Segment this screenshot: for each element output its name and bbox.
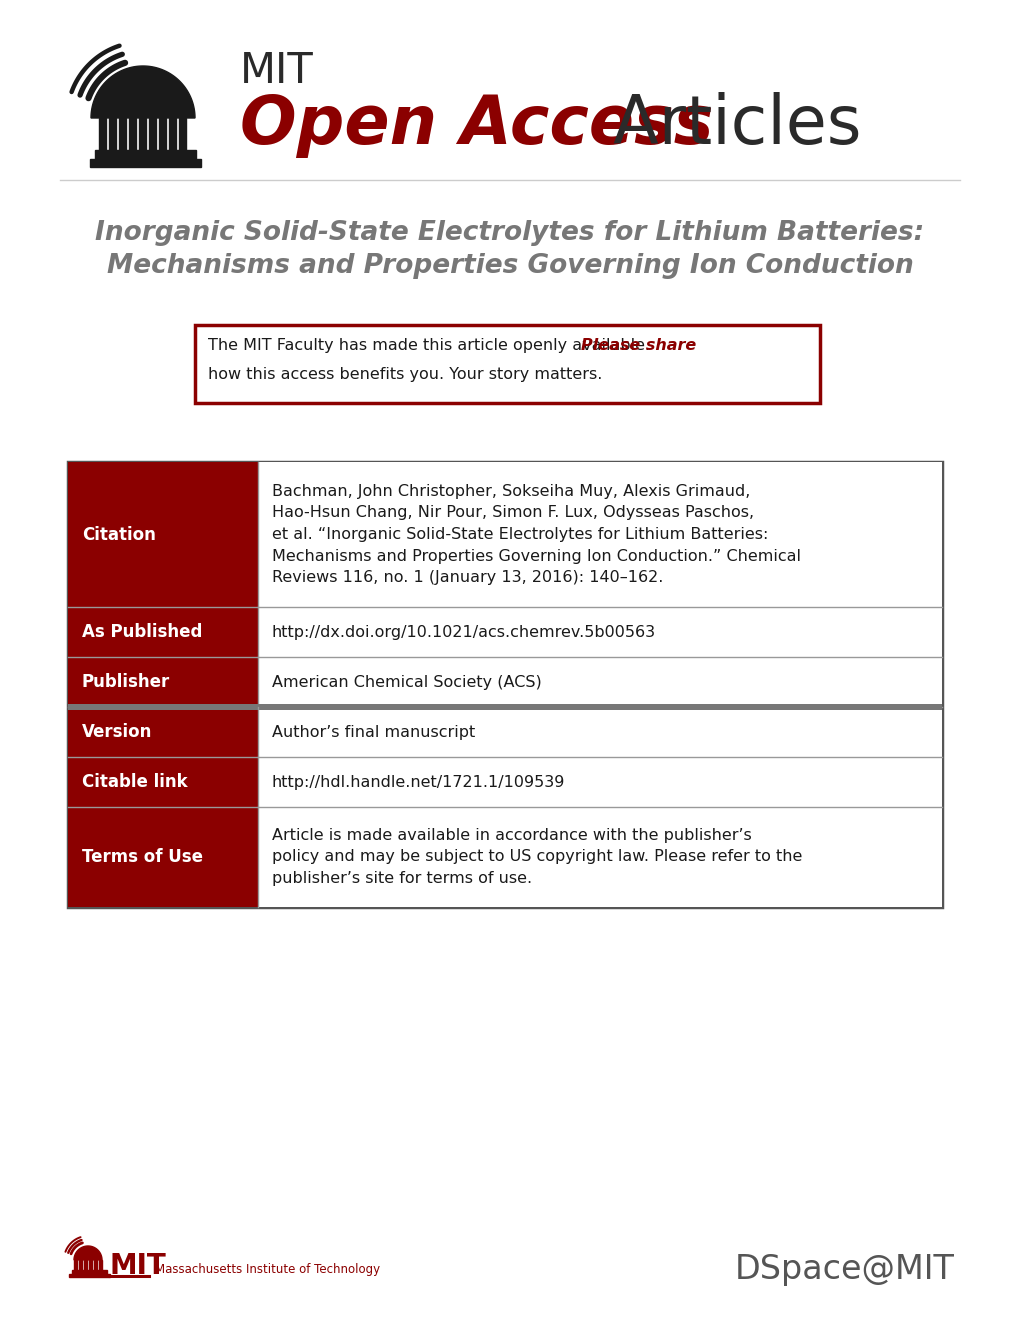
Bar [95,150,196,158]
Bar [99,117,106,150]
Bar [258,807,942,907]
Text: Author’s final manuscript: Author’s final manuscript [272,725,475,739]
Bar [159,117,166,150]
Bar [68,756,258,807]
Bar [109,117,116,150]
Text: MIT: MIT [239,50,314,92]
Text: MIT: MIT [110,1251,166,1280]
Text: Mechanisms and Properties Governing Ion Conduction: Mechanisms and Properties Governing Ion … [107,253,912,279]
Bar [99,1261,102,1270]
Polygon shape [74,1246,102,1261]
Bar [119,117,126,150]
Bar [69,1274,110,1276]
Bar [128,117,136,150]
Bar [258,708,942,756]
Bar [169,117,176,150]
Text: DSpace@MIT: DSpace@MIT [735,1254,954,1287]
Bar [258,607,942,657]
Text: Version: Version [82,723,152,741]
Text: Article is made available in accordance with the publisher’s
policy and may be s: Article is made available in accordance … [272,828,802,886]
Text: Publisher: Publisher [82,673,170,690]
Bar [68,462,258,607]
Text: Articles: Articles [591,92,861,158]
Text: how this access benefits you. Your story matters.: how this access benefits you. Your story… [208,367,602,381]
Bar [90,158,201,168]
Bar [258,756,942,807]
Bar [68,708,258,756]
Text: American Chemical Society (ACS): American Chemical Society (ACS) [272,675,541,689]
Bar [68,462,942,907]
Bar [74,1261,76,1270]
Text: http://hdl.handle.net/1721.1/109539: http://hdl.handle.net/1721.1/109539 [272,775,565,789]
Bar [258,462,942,607]
Bar [139,117,146,150]
Bar [84,1261,87,1270]
Bar [195,325,819,403]
Text: Massachusetts Institute of Technology: Massachusetts Institute of Technology [155,1263,380,1276]
Bar [72,1270,107,1274]
Text: Please share: Please share [581,338,696,352]
Text: As Published: As Published [82,623,202,642]
Bar [68,607,258,657]
Bar [258,657,942,708]
Bar [68,807,258,907]
Text: Citation: Citation [82,525,156,544]
Bar [68,657,258,708]
Text: Bachman, John Christopher, Sokseiha Muy, Alexis Grimaud,
Hao-Hsun Chang, Nir Pou: Bachman, John Christopher, Sokseiha Muy,… [272,484,800,585]
Text: http://dx.doi.org/10.1021/acs.chemrev.5b00563: http://dx.doi.org/10.1021/acs.chemrev.5b… [272,624,655,639]
Text: Terms of Use: Terms of Use [82,847,203,866]
Bar [78,1261,82,1270]
Text: Open Access: Open Access [239,92,712,158]
Bar [149,117,156,150]
Text: Citable link: Citable link [82,774,187,791]
Polygon shape [91,66,195,117]
Bar [94,1261,97,1270]
Text: The MIT Faculty has made this article openly available.: The MIT Faculty has made this article op… [208,338,654,352]
Bar [89,1261,92,1270]
Bar [68,704,942,710]
Text: Inorganic Solid-State Electrolytes for Lithium Batteries:: Inorganic Solid-State Electrolytes for L… [96,220,923,246]
Bar [178,117,185,150]
